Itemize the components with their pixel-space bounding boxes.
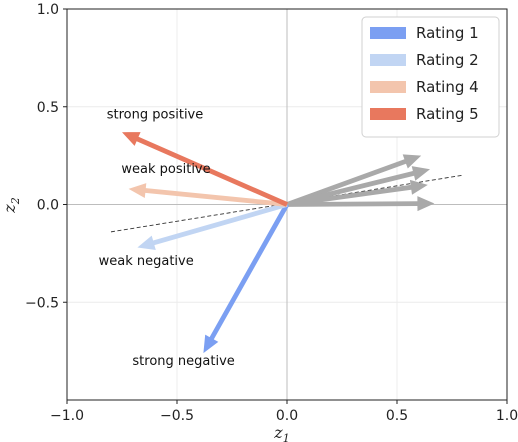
vector-arrow-rating-4 — [128, 183, 288, 207]
gray-vector-arrow — [286, 154, 422, 207]
legend-label: Rating 2 — [416, 51, 479, 69]
y-tick-label: 1.0 — [37, 2, 59, 18]
vector-arrow-rating-2 — [137, 202, 288, 250]
vector-arrow-rating-5 — [122, 132, 288, 207]
legend-swatch — [370, 54, 406, 66]
y-tick-label: 0.0 — [37, 198, 59, 214]
legend-swatch — [370, 108, 406, 120]
gray-vector-arrow — [286, 179, 428, 207]
x-tick-label: −0.5 — [160, 408, 194, 424]
tick-labels: −1.0 −0.5 0.0 0.5 1.0 −0.5 0.0 0.5 1.0 — [25, 2, 518, 424]
annotation-label: weak negative — [99, 254, 194, 269]
legend-swatch — [370, 27, 406, 39]
vector-arrow-rating-1 — [203, 203, 290, 354]
annotations: strong positive weak positive weak negativ… — [99, 107, 235, 368]
y-axis-label: z2 — [0, 197, 22, 213]
legend-label: Rating 1 — [416, 24, 479, 42]
x-tick-label: 1.0 — [496, 408, 518, 424]
x-tick-label: 0.5 — [386, 408, 408, 424]
legend: Rating 1 Rating 2 Rating 4 Rating 5 — [361, 16, 500, 138]
x-tick-label: 0.0 — [276, 408, 298, 424]
y-tick-label: 0.5 — [37, 100, 59, 116]
gray-vector-arrow — [286, 166, 430, 207]
annotation-label: strong positive — [107, 107, 204, 122]
x-axis-label: z1 — [273, 423, 289, 442]
x-tick-label: −1.0 — [50, 408, 84, 424]
y-tick-label: −0.5 — [25, 295, 59, 311]
vectors — [122, 132, 435, 354]
legend-swatch — [370, 81, 406, 93]
annotation-label: strong negative — [132, 354, 234, 369]
annotation-label: weak positive — [121, 162, 210, 177]
legend-label: Rating 4 — [416, 78, 479, 96]
legend-label: Rating 5 — [416, 105, 479, 123]
y-axis-label-sub: 2 — [9, 197, 22, 205]
legend-box — [361, 16, 500, 138]
gray-vector-arrow — [287, 196, 435, 212]
x-axis-label-sub: 1 — [283, 432, 290, 442]
